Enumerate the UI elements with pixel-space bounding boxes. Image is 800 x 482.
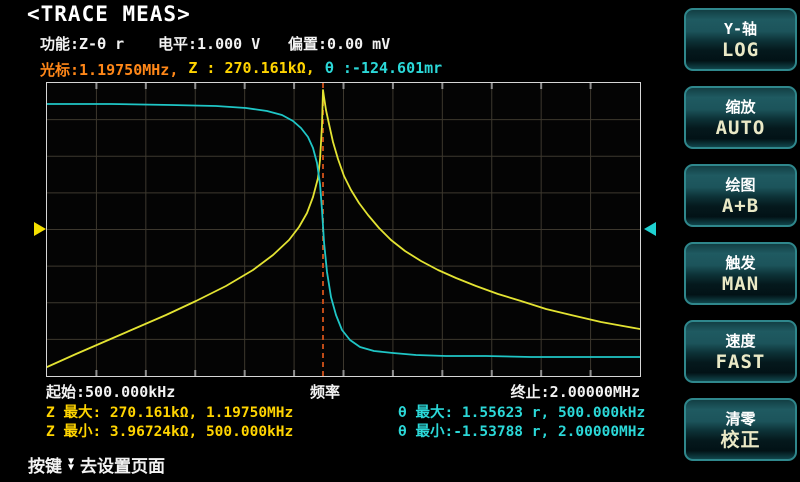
softkey-value: AUTO — [715, 116, 766, 139]
softkey-label: 速度 — [725, 331, 756, 350]
softkey-label: 绘图 — [725, 175, 756, 194]
softkey-sidebar: Y-轴 LOG 缩放 AUTO 绘图 A+B 触发 MAN 速度 FAST 清零… — [684, 0, 797, 482]
x-axis-label: 频率 — [310, 383, 341, 401]
cursor-frequency-readout: 光标:1.19750MHz, — [40, 61, 179, 79]
navigation-hint: 按键 ▼ ▼ 去设置页面 — [28, 452, 165, 477]
cursor-z-readout: Z : 270.161kΩ, — [188, 59, 315, 77]
softkey-value: 校正 — [720, 428, 761, 451]
cursor-theta-readout: θ :-124.601mr — [324, 59, 443, 77]
bias-readout: 偏置:0.00 mV — [288, 35, 391, 53]
page-title: <TRACE MEAS> — [27, 2, 191, 26]
sweep-stop-label: 终止:2.00000MHz — [510, 383, 640, 401]
hint-prefix: 按键 — [28, 457, 62, 477]
softkey-value: A+B — [721, 194, 760, 217]
softkey-trigger[interactable]: 触发 MAN — [684, 242, 797, 305]
level-readout: 电平:1.000 V — [158, 35, 261, 53]
hint-suffix: 去设置页面 — [80, 457, 166, 477]
plot-svg — [47, 83, 640, 376]
theta-scale-marker-icon — [644, 222, 656, 236]
double-down-arrow-icon: ▼ ▼ — [68, 455, 75, 473]
softkey-clear-calibration[interactable]: 清零 校正 — [684, 398, 797, 461]
softkey-zoom[interactable]: 缩放 AUTO — [684, 86, 797, 149]
softkey-label: 清零 — [725, 409, 756, 428]
sweep-start-label: 起始:500.000kHz — [46, 383, 176, 401]
cursor-readout-row: 光标:1.19750MHz, Z : 270.161kΩ, θ :-124.60… — [40, 59, 442, 80]
z-max-readout: Z 最大: 270.161kΩ, 1.19750MHz — [46, 405, 294, 421]
z-stats-block: Z 最大: 270.161kΩ, 1.19750MHz Z 最小: 3.9672… — [46, 404, 293, 442]
softkey-value: LOG — [721, 38, 760, 61]
z-min-readout: Z 最小: 3.96724kΩ, 500.000kHz — [46, 424, 294, 440]
z-scale-marker-icon — [34, 222, 46, 236]
softkey-value: FAST — [715, 350, 766, 373]
function-readout: 功能:Z-θ r — [40, 35, 125, 53]
softkey-label: 触发 — [725, 253, 756, 272]
theta-max-readout: θ 最大: 1.55623 r, 500.000kHz — [398, 405, 646, 421]
softkey-label: Y-轴 — [723, 19, 758, 38]
softkey-value: MAN — [721, 272, 760, 295]
theta-min-readout: θ 最小:-1.53788 r, 2.00000MHz — [398, 424, 646, 440]
trace-plot-area — [46, 82, 641, 377]
softkey-speed[interactable]: 速度 FAST — [684, 320, 797, 383]
softkey-y-axis[interactable]: Y-轴 LOG — [684, 8, 797, 71]
softkey-label: 缩放 — [725, 97, 756, 116]
softkey-plot-mode[interactable]: 绘图 A+B — [684, 164, 797, 227]
theta-stats-block: θ 最大: 1.55623 r, 500.000kHz θ 最小:-1.5378… — [398, 404, 645, 442]
